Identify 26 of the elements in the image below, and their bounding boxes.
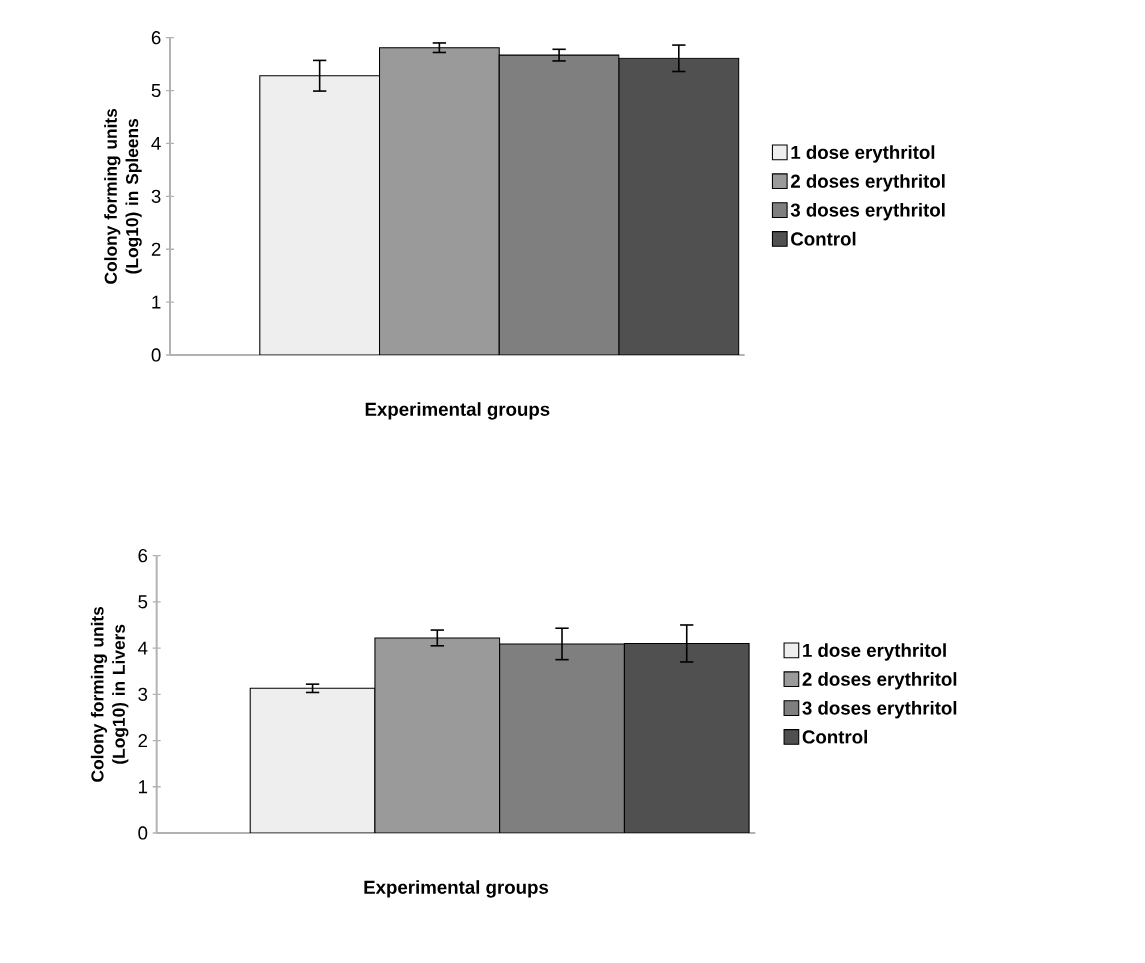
x-axis-title: Experimental groups <box>364 880 549 898</box>
y-axis-title: Colony forming units (Log10) in Livers <box>90 606 129 782</box>
y-tick-label: 2 <box>138 734 148 748</box>
y-tick-label: 3 <box>151 189 161 203</box>
legend-label: 3 doses erythritol <box>802 700 957 719</box>
legend-label: Control <box>802 729 867 744</box>
y-tick-label: 4 <box>151 137 161 150</box>
legend-label: 1 dose erythritol <box>791 145 935 163</box>
y-tick-label: 4 <box>138 641 148 655</box>
legend-label: 1 dose erythritol <box>803 643 946 661</box>
y-axis-title: Colony forming units (Log10) in Spleens <box>104 108 142 284</box>
legend-label: 2 doses erythritol <box>790 174 945 192</box>
y-tick-label: 3 <box>138 687 148 701</box>
x-axis-title: Experimental groups <box>365 402 550 420</box>
legend-label: 3 doses erythritol <box>790 202 945 221</box>
y-tick-label: 5 <box>151 84 161 98</box>
y-tick-label: 1 <box>152 295 161 309</box>
y-tick-label: 1 <box>139 780 148 794</box>
y-tick-label: 6 <box>138 549 148 563</box>
y-tick-label: 2 <box>151 242 161 256</box>
y-tick-label: 0 <box>151 348 161 362</box>
y-tick-label: 0 <box>138 826 148 840</box>
y-tick-label: 5 <box>138 595 148 609</box>
legend-label: Control <box>791 231 856 246</box>
legend-label: 2 doses erythritol <box>802 672 957 690</box>
y-tick-label: 6 <box>151 31 161 45</box>
